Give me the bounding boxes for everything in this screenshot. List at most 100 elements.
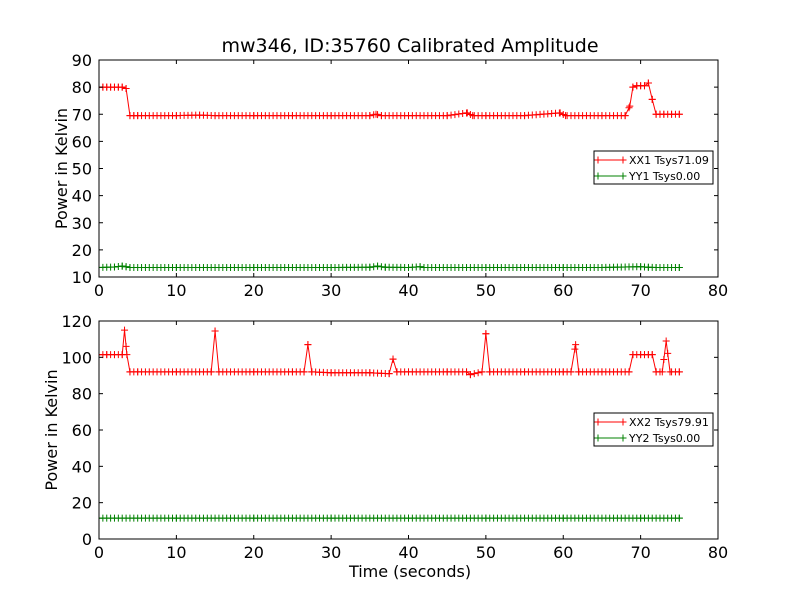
x-tick-label: 70 [630, 281, 650, 300]
data-point [621, 112, 629, 120]
data-point [571, 345, 579, 353]
data-point [675, 110, 683, 118]
data-point [308, 368, 316, 376]
data-point [640, 82, 648, 90]
y-tick-label: 120 [61, 312, 92, 331]
data-point [556, 109, 564, 117]
data-point [122, 84, 130, 92]
legend: XX2 Tsys79.91 YY2 Tsys0.00 [593, 412, 714, 447]
x-tick-label: 30 [321, 543, 341, 562]
data-point [126, 368, 134, 376]
data-point [377, 263, 385, 271]
bottom-panel: 0 10 20 30 40 50 60 70 80 0 20 40 60 80 100 120 Power in… [42, 312, 728, 562]
data-point [385, 370, 393, 378]
data-point [196, 111, 204, 119]
data-point [637, 263, 645, 271]
y-tick-label: 60 [72, 421, 92, 440]
data-point [405, 112, 412, 120]
y-tick-label: 80 [72, 78, 92, 97]
y-tick-label: 90 [72, 51, 92, 70]
data-point [572, 341, 580, 349]
data-point [300, 368, 308, 376]
data-point [482, 264, 490, 272]
data-point [377, 112, 385, 120]
data-point [103, 351, 111, 359]
data-point [99, 351, 103, 359]
chart-title: mw346, ID:35760 Calibrated Amplitude [221, 35, 598, 57]
data-point [370, 263, 378, 271]
data-point [134, 368, 142, 376]
data-point [482, 330, 490, 338]
x-tick-label: 0 [94, 281, 104, 300]
x-tick-label: 60 [553, 543, 573, 562]
data-point [443, 368, 451, 376]
data-point [304, 341, 312, 349]
series-1-2 [99, 262, 683, 272]
data-point [478, 368, 486, 376]
data-point [644, 79, 652, 87]
data-point [470, 370, 478, 378]
y-axis-label: Power in Kelvin [52, 108, 71, 229]
x-tick-label: 60 [553, 281, 573, 300]
data-point [366, 369, 374, 377]
legend-label: XX2 Tsys79.91 [629, 416, 709, 429]
data-point [327, 369, 335, 377]
x-tick-label: 30 [321, 281, 341, 300]
data-point [250, 514, 258, 522]
legend-marker [594, 156, 602, 164]
x-tick-label: 0 [94, 543, 104, 562]
legend-marker [619, 418, 627, 426]
y-tick-label: 60 [72, 132, 92, 151]
data-point [405, 368, 412, 376]
y-tick-label: 70 [72, 105, 92, 124]
data-point [559, 264, 567, 272]
x-tick-label: 20 [244, 543, 264, 562]
data-point [393, 368, 401, 376]
data-point [374, 262, 382, 270]
data-point [443, 112, 451, 120]
data-point [327, 264, 335, 272]
top-panel: 0 10 20 30 40 50 60 70 80102030405060708090Power… [52, 51, 728, 300]
data-point [675, 368, 683, 376]
data-point [99, 264, 103, 272]
data-point [648, 95, 656, 103]
data-point [459, 110, 467, 118]
data-point [447, 111, 455, 119]
x-tick-label: 80 [708, 543, 728, 562]
legend-marker [619, 156, 627, 164]
x-tick-label: 80 [708, 281, 728, 300]
data-point [648, 351, 656, 359]
data-point [366, 263, 374, 271]
x-tick-label: 10 [166, 281, 186, 300]
data-point [123, 351, 131, 359]
data-point [675, 264, 683, 272]
data-point [372, 110, 380, 118]
data-point [455, 110, 463, 118]
x-tick-label: 10 [166, 543, 186, 562]
data-point [629, 351, 637, 359]
data-point [637, 514, 645, 522]
data-point [118, 83, 126, 91]
legend-marker [594, 418, 602, 426]
x-tick-label: 40 [398, 281, 418, 300]
data-point [211, 327, 219, 335]
data-point [381, 263, 389, 271]
data-point [121, 326, 129, 334]
data-point [521, 112, 529, 120]
data-point [644, 263, 652, 271]
data-point [559, 514, 567, 522]
y-tick-label: 30 [72, 214, 92, 233]
data-point [122, 342, 130, 350]
data-point [451, 111, 459, 119]
data-point [482, 112, 490, 120]
data-point [172, 112, 180, 120]
legend-marker [594, 172, 602, 180]
data-point [575, 368, 583, 376]
legend-box [593, 412, 714, 447]
data-point [625, 104, 633, 112]
data-point [598, 112, 606, 120]
data-point [521, 368, 529, 376]
data-point [126, 264, 134, 272]
